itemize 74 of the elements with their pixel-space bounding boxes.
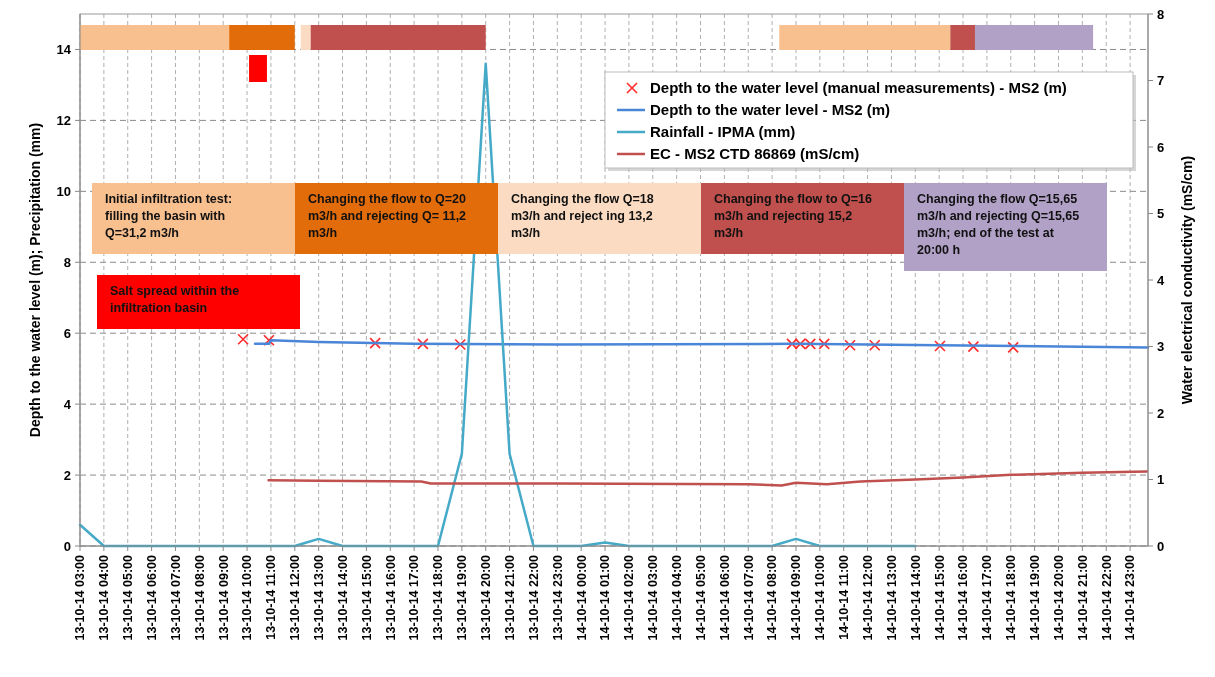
annotation: Changing the flow to Q=20 m3/h and rejecting Q= 11,2 m3/h: [308, 192, 467, 240]
x-tick-label: 13-10-14 10:00: [240, 554, 255, 641]
y2-tick-label: 0: [1157, 538, 1165, 554]
annotation: Changing the flow to Q=16 m3/h and rejecting 15,2 m3/h: [714, 192, 873, 240]
legend-label: Rainfall - IPMA (mm): [650, 123, 796, 141]
x-tick-label: 14-10-14 20:00: [1051, 554, 1066, 641]
y2-tick-label: 2: [1157, 405, 1165, 421]
x-tick-label: 14-10-14 11:00: [837, 554, 852, 640]
x-tick-label: 13-10-14 17:00: [407, 554, 422, 641]
x-tick-label: 13-10-14 19:00: [455, 554, 470, 641]
x-tick-label: 13-10-14 11:00: [264, 554, 279, 640]
x-tick-label: 13-10-14 22:00: [526, 554, 541, 641]
x-tick-label: 13-10-14 08:00: [192, 554, 207, 641]
y2-tick-label: 8: [1157, 6, 1165, 22]
x-tick-label: 14-10-14 02:00: [622, 554, 637, 641]
y-tick-label: 4: [63, 396, 72, 412]
x-tick-label: 14-10-14 13:00: [884, 554, 899, 641]
x-tick-label: 14-10-14 06:00: [717, 554, 732, 641]
x-tick-label: 13-10-14 18:00: [431, 554, 446, 641]
y-tick-label: 14: [56, 42, 72, 58]
y-tick-label: 10: [56, 183, 71, 199]
x-tick-label: 14-10-14 03:00: [646, 554, 661, 641]
x-tick-label: 14-10-14 18:00: [1004, 554, 1019, 641]
legend-label: EC - MS2 CTD 86869 (mS/cm): [650, 145, 860, 163]
x-tick-label: 13-10-14 16:00: [383, 554, 398, 641]
y2-tick-label: 6: [1157, 139, 1165, 155]
x-tick-label: 13-10-14 20:00: [479, 554, 494, 641]
x-tick-label: 13-10-14 05:00: [121, 554, 136, 641]
x-tick-label: 13-10-14 15:00: [359, 554, 374, 641]
x-tick-label: 14-10-14 07:00: [741, 554, 756, 641]
y2-tick-label: 1: [1157, 472, 1165, 488]
x-tick-label: 14-10-14 19:00: [1028, 554, 1043, 641]
x-tick-label: 14-10-14 04:00: [670, 554, 685, 641]
y-axis-title: Depth to the water level (m); Precipitation (mm): [27, 122, 43, 438]
x-tick-label: 14-10-14 21:00: [1075, 554, 1090, 641]
y-tick-label: 12: [56, 112, 71, 128]
x-tick-label: 14-10-14 17:00: [980, 554, 995, 641]
annotation: Initial infiltration test: filling the basin with Q=31,2 m3/h: [105, 192, 233, 240]
legend-label: Depth to the water level (manual measurements) - MS2 (m): [650, 79, 1067, 97]
y2-tick-label: 5: [1157, 206, 1165, 222]
annotation: Changing the flow Q=18 m3/h and reject ing 13,2 m3/h: [511, 192, 654, 240]
x-tick-label: 14-10-14 09:00: [789, 554, 804, 641]
x-tick-label: 14-10-14 23:00: [1123, 554, 1138, 641]
x-tick-label: 13-10-14 21:00: [502, 554, 517, 641]
x-tick-label: 14-10-14 10:00: [813, 554, 828, 641]
annotation: Salt spread within the infiltration basin: [110, 284, 240, 315]
y-tick-label: 6: [63, 325, 71, 341]
y-tick-label: 2: [63, 467, 71, 483]
x-tick-label: 13-10-14 09:00: [216, 554, 231, 641]
y2-tick-label: 3: [1157, 339, 1165, 355]
y2-tick-label: 7: [1157, 73, 1165, 89]
x-tick-label: 14-10-14 12:00: [860, 554, 875, 641]
y2-tick-label: 4: [1157, 272, 1165, 288]
y-tick-label: 8: [63, 254, 71, 270]
x-tick-label: 13-10-14 06:00: [144, 554, 159, 641]
y-tick-label: 0: [63, 538, 71, 554]
x-tick-label: 14-10-14 08:00: [765, 554, 780, 641]
x-tick-label: 14-10-14 22:00: [1099, 554, 1114, 641]
x-tick-label: 13-10-14 23:00: [550, 554, 565, 641]
x-tick-label: 14-10-14 15:00: [932, 554, 947, 641]
x-tick-label: 13-10-14 04:00: [97, 554, 112, 641]
x-tick-label: 13-10-14 12:00: [288, 554, 303, 641]
x-tick-label: 13-10-14 13:00: [312, 554, 327, 641]
y2-axis-title: Water electrical conductivity (mS/cm): [1179, 155, 1195, 405]
x-tick-label: 14-10-14 01:00: [598, 554, 613, 641]
legend-label: Depth to the water level - MS2 (m): [650, 101, 891, 119]
x-tick-label: 14-10-14 00:00: [574, 554, 589, 641]
x-tick-label: 13-10-14 03:00: [73, 554, 88, 641]
x-tick-label: 14-10-14 14:00: [908, 554, 923, 641]
x-tick-label: 13-10-14 07:00: [168, 554, 183, 641]
annotation: Changing the flow Q=15,65 m3/h and rejecting Q=15,65 m3/h; end of the test at 20:00 h: [917, 192, 1080, 257]
x-tick-label: 14-10-14 16:00: [956, 554, 971, 641]
x-tick-label: 13-10-14 14:00: [335, 554, 350, 641]
x-tick-label: 14-10-14 05:00: [693, 554, 708, 641]
